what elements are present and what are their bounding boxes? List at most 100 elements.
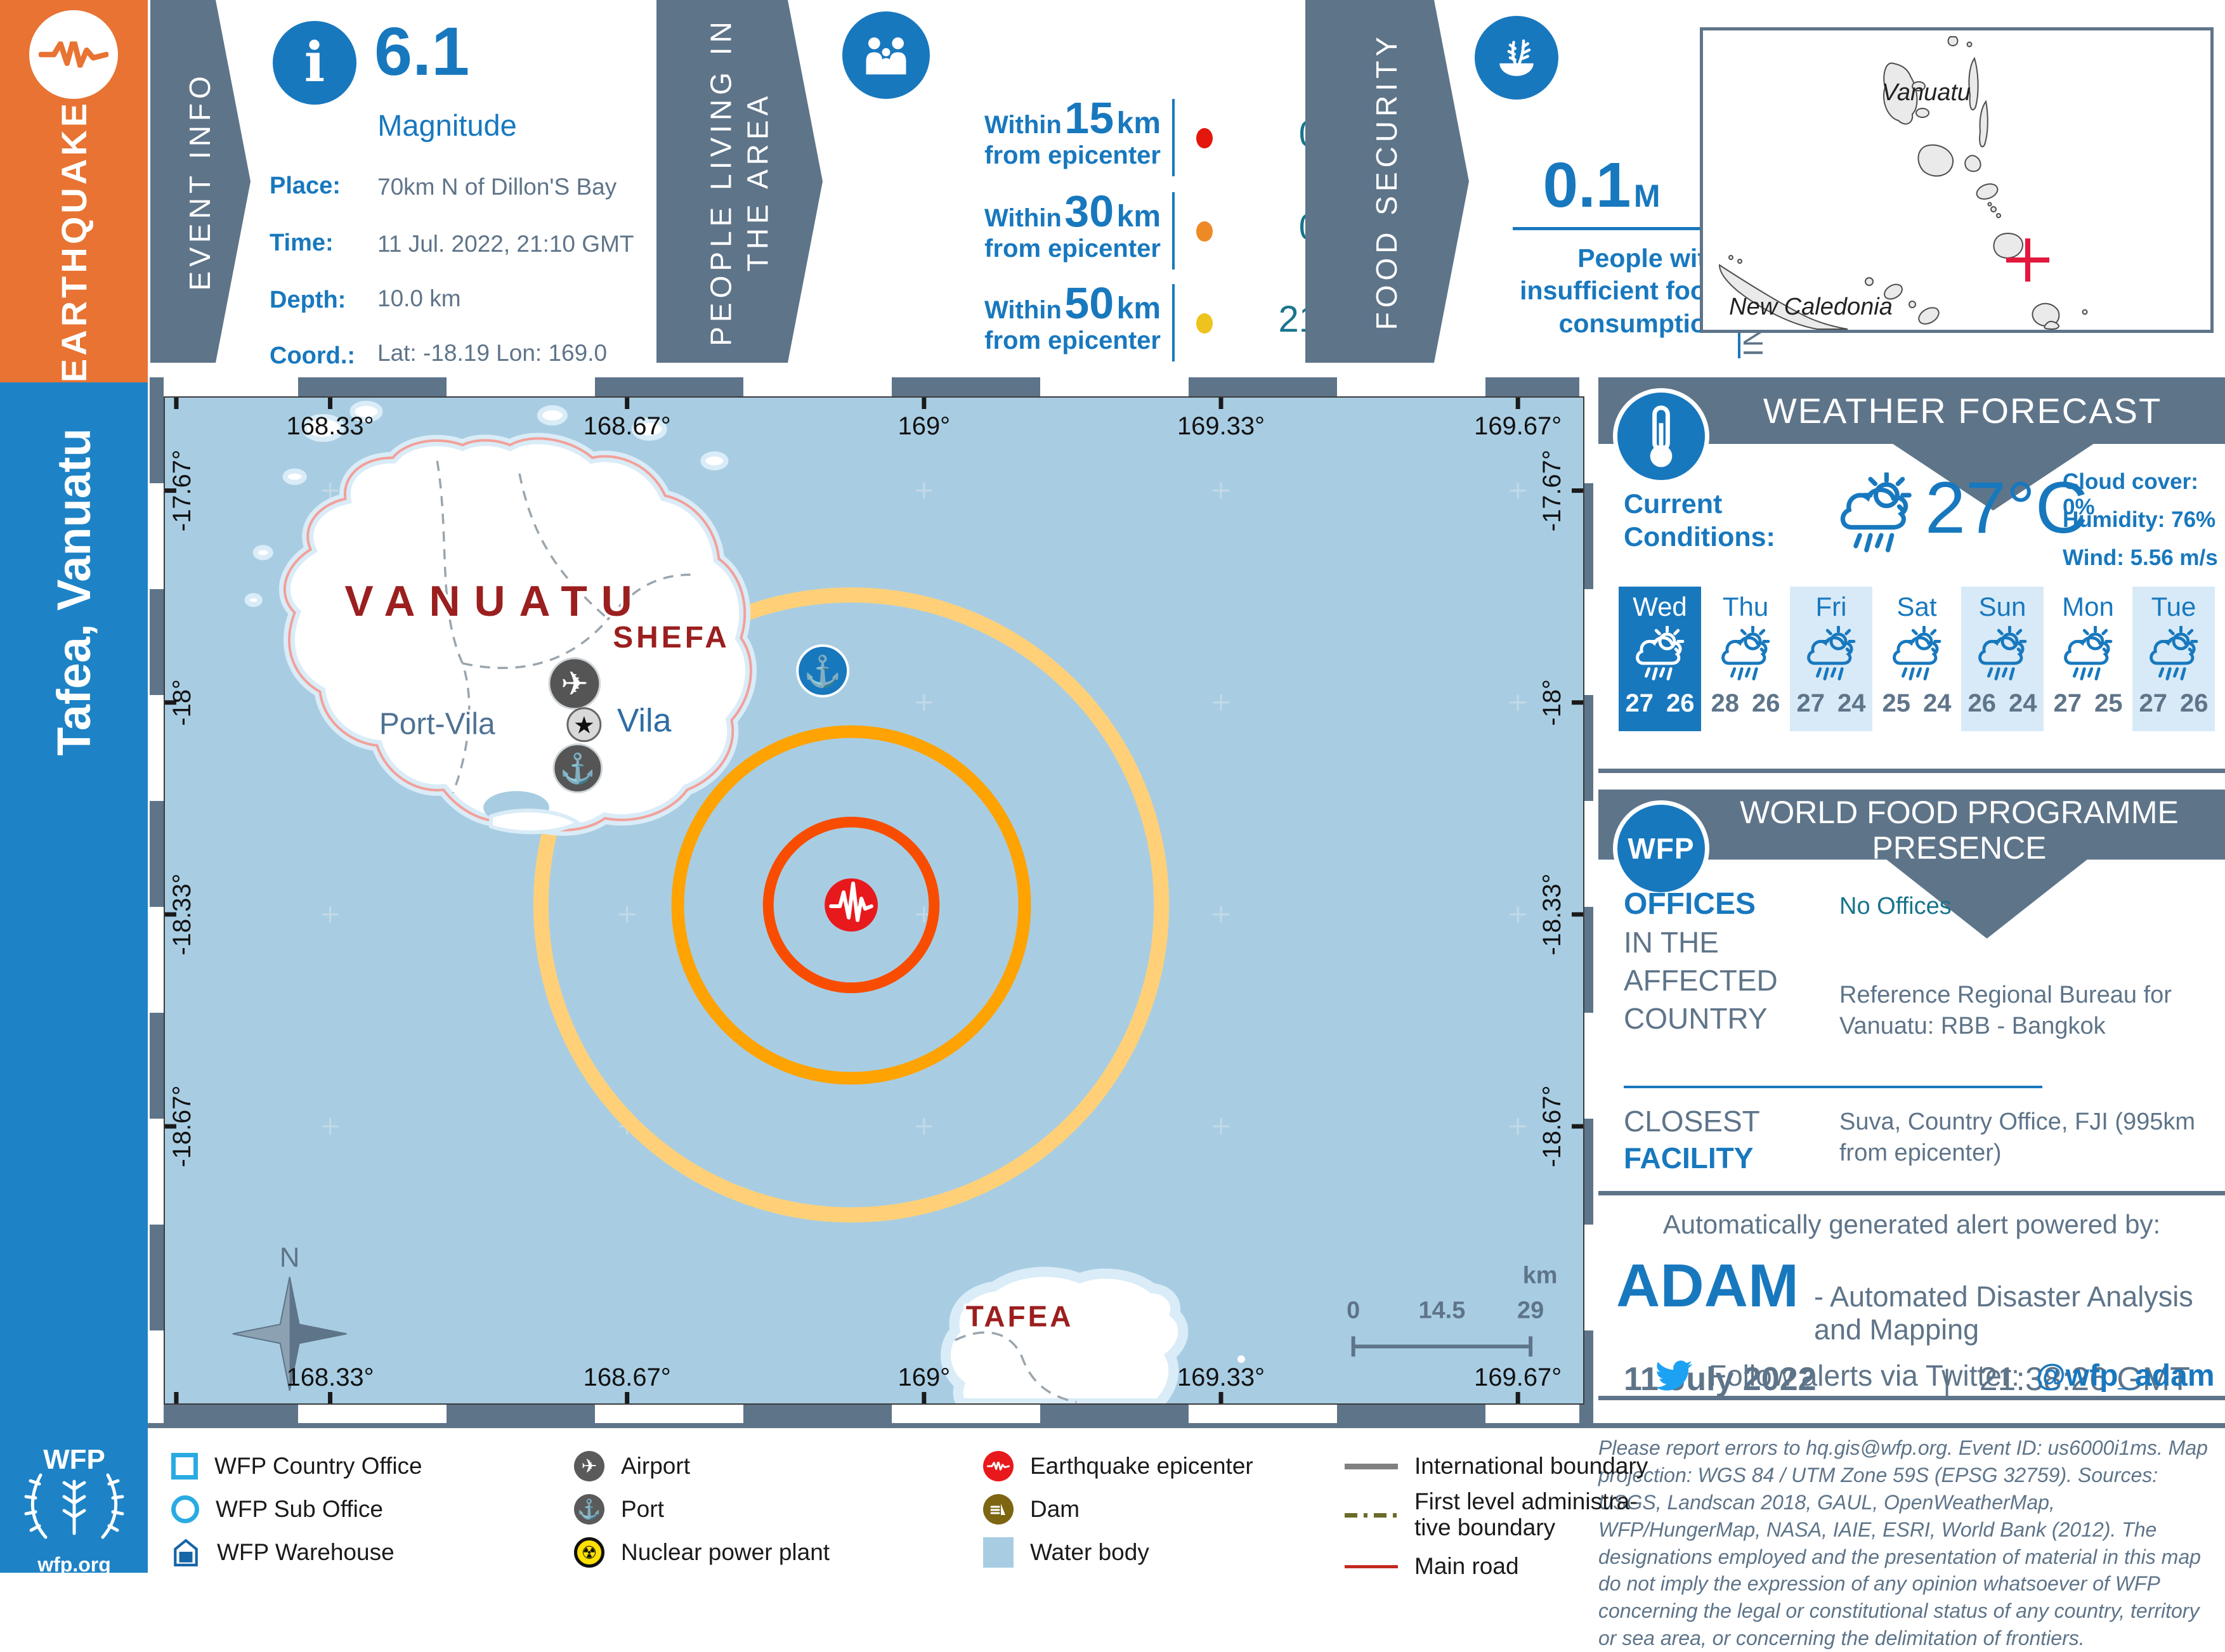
time-label: Time: (270, 230, 334, 256)
capital-star-icon: ★ (566, 707, 602, 743)
section-divider (1598, 769, 2225, 773)
scale-bar: km 0 14.5 29 (1347, 1262, 1558, 1357)
airport-icon: ✈ (574, 1451, 604, 1481)
cloud-cover-stat: Cloud cover: 0% (2063, 469, 2198, 519)
twitter-row: Follow alerts via Twitter: @wfp_adam (1655, 1357, 2215, 1394)
small-islands (244, 400, 729, 608)
tafea-island (941, 1266, 1245, 1408)
port-icon: ⚓ (574, 1494, 604, 1525)
international-boundary-swatch (1345, 1463, 1398, 1469)
svg-text:29: 29 (1517, 1297, 1544, 1324)
epicenter-icon (983, 1451, 1014, 1481)
thermometer-icon (1613, 388, 1709, 485)
people-within-50km-row: Within 50 km from epicenter 21 (882, 280, 1319, 366)
svg-text:⚓: ⚓ (559, 752, 596, 786)
rain-sun-icon (1888, 626, 1946, 684)
food-security-header: FOOD SECURITY (1305, 0, 1469, 363)
svg-text:168.67°: 168.67° (584, 412, 671, 440)
depth-label: Depth: (270, 287, 346, 313)
closest-facility-label: CLOSEST FACILITY (1624, 1105, 1760, 1174)
ring-30km (671, 725, 1031, 1085)
svg-text:WFP: WFP (43, 1445, 105, 1475)
inset-country-label: Vanuatu (1882, 79, 1971, 106)
wfp-badge-icon: WFP (1613, 800, 1709, 897)
svg-text:168.67°: 168.67° (584, 1363, 671, 1391)
sidebar-location-section: Tafea, Vanuatu WFP wfp.org (0, 382, 148, 1576)
epicenter-icon (825, 878, 878, 932)
legend-country-office: WFP Country Office (171, 1447, 422, 1485)
main-road-swatch (1345, 1564, 1398, 1568)
dot-30km (1196, 221, 1213, 242)
svg-text:14.5: 14.5 (1418, 1297, 1465, 1324)
coord-value: Lat: -18.19 Lon: 169.0 (377, 340, 608, 366)
port-icon-gray: ⚓ (552, 743, 603, 793)
time-value: 11 Jul. 2022, 21:10 GMT (377, 231, 634, 257)
wind-stat: Wind: 5.56 m/s (2063, 545, 2218, 570)
dam-icon (983, 1494, 1014, 1525)
day-sun: Sun 26 24 (1961, 587, 2044, 731)
dot-50km (1196, 313, 1213, 334)
inset-neighbor-label: New Caledonia (1729, 294, 1893, 320)
twitter-handle[interactable]: @wfp_adam (2035, 1358, 2215, 1393)
adam-date: 11 July 2022 (1624, 1361, 1817, 1398)
svg-text:-18.33°: -18.33° (168, 873, 196, 955)
svg-text:-18.67°: -18.67° (1538, 1086, 1566, 1167)
svg-text:-17.67°: -17.67° (168, 450, 196, 531)
svg-text:km: km (1523, 1262, 1558, 1289)
twitter-icon (1655, 1360, 1692, 1391)
rain-sun-icon (1802, 626, 1860, 684)
country-office-icon (171, 1453, 198, 1480)
map-neatline-left (150, 377, 164, 1424)
legend-sub-office: WFP Sub Office (171, 1490, 383, 1528)
magnitude-value: 6.1 (374, 13, 470, 89)
day-mon: Mon 27 25 (2053, 592, 2123, 717)
svg-text:168.33°: 168.33° (287, 1363, 374, 1391)
legend-top-rule (148, 1423, 2225, 1428)
svg-text:169°: 169° (898, 412, 951, 440)
axis-tick-labels: 168.33° 168.67° 169° 169.33° 169.67° 168… (168, 412, 1566, 1391)
admin-boundary-lines (436, 460, 691, 794)
wfp-url: wfp.org (37, 1553, 111, 1576)
map-country-label: VANUATU (344, 578, 646, 625)
svg-text:169.33°: 169.33° (1177, 412, 1265, 440)
admin-boundary-swatch (1345, 1512, 1398, 1518)
svg-text:★: ★ (573, 713, 595, 739)
food-bowl-icon (1475, 16, 1558, 100)
svg-text:0: 0 (1347, 1297, 1360, 1324)
depth-value: 10.0 km (377, 285, 461, 311)
magnitude-label: Magnitude (377, 108, 517, 142)
day-fri: Fri 27 24 (1790, 587, 1872, 731)
wfp-logo: WFP wfp.org (14, 1444, 134, 1577)
svg-text:-18°: -18° (1538, 679, 1566, 726)
legend-warehouse: WFP Warehouse (171, 1533, 395, 1571)
main-map[interactable]: ✈ ★ ⚓ ⚓ VANUATU SHEFA Port-Vila Vila TAF… (164, 396, 1584, 1408)
legend-admin-boundary: First level administra-tive boundary (1345, 1486, 1638, 1544)
sub-office-icon (171, 1495, 199, 1523)
current-conditions-label: Current Conditions: (1624, 489, 1775, 552)
north-arrow: N (232, 1242, 347, 1391)
edge-ticks (165, 398, 1583, 1403)
svg-text:N: N (280, 1242, 300, 1273)
day-sat: Sat 25 24 (1882, 592, 1952, 717)
legend-main-road: Main road (1345, 1547, 1519, 1585)
svg-text:-18°: -18° (168, 679, 196, 726)
current-temperature: 27°C (1925, 467, 2088, 549)
inset-overview-map: Vanuatu New Caledonia (1700, 27, 2214, 333)
ring-15km (762, 816, 940, 994)
humidity-stat: Humidity: 76% (2063, 507, 2216, 532)
info-icon: i (273, 21, 356, 105)
legend-epicenter: Earthquake epicenter (983, 1447, 1253, 1485)
food-underline (1513, 227, 1722, 230)
adam-alert-box: Automatically generated alert powered by… (1598, 1191, 2225, 1400)
rain-sun-icon (1716, 626, 1775, 684)
adam-intro: Automatically generated alert powered by… (1662, 1209, 2161, 1239)
legend-port: ⚓ Port (574, 1490, 664, 1528)
place-label: Place: (270, 172, 341, 199)
rain-sun-icon (2144, 626, 2203, 684)
presence-divider (1624, 1086, 2042, 1088)
adam-name: ADAM (1616, 1252, 1799, 1320)
svg-text:169°: 169° (898, 1363, 951, 1391)
map-capital-label: Port-Vila (379, 708, 495, 741)
svg-text:169.33°: 169.33° (1177, 1363, 1265, 1391)
